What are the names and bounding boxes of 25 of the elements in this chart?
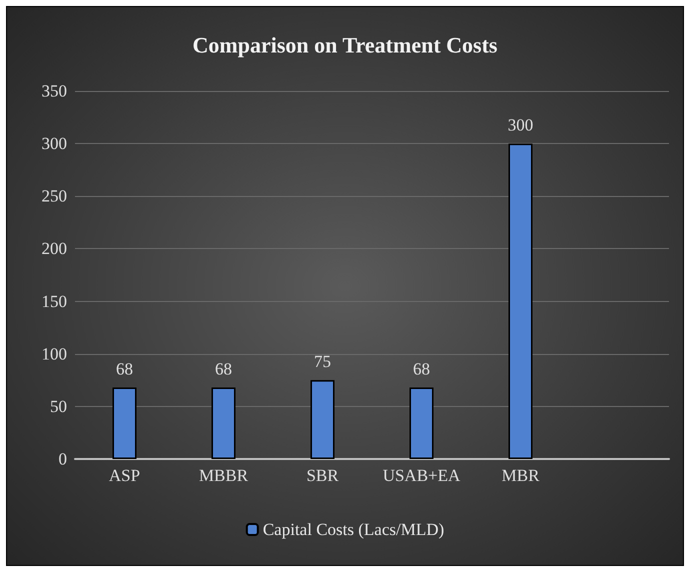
data-label: 75: [314, 352, 331, 372]
legend-label: Capital Costs (Lacs/MLD): [262, 520, 444, 539]
bar: [310, 380, 334, 459]
x-tick-label: USAB+EA: [382, 466, 462, 485]
x-tick-label: ASP: [108, 466, 140, 485]
y-tick-label: 0: [58, 450, 67, 468]
y-tick-label: 350: [42, 82, 67, 100]
bar: [212, 388, 236, 459]
data-label: 68: [116, 360, 133, 379]
y-tick-label: 250: [42, 186, 67, 206]
data-label: 68: [413, 360, 430, 379]
bar: [410, 388, 434, 459]
y-tick-label: 150: [42, 292, 67, 311]
data-label: 300: [508, 116, 534, 135]
bar: [112, 388, 136, 459]
chart-title: Comparison on Treatment Costs: [192, 32, 498, 58]
x-tick-label: MBR: [502, 466, 540, 485]
x-tick-label: MBBR: [198, 466, 249, 485]
y-tick-label: 100: [42, 344, 67, 364]
y-tick-label: 300: [42, 134, 67, 154]
x-tick-label: SBR: [306, 466, 340, 485]
bar: [508, 144, 532, 459]
data-label: 68: [215, 360, 232, 379]
y-tick-label: 200: [42, 239, 67, 258]
y-tick-label: 50: [50, 396, 67, 416]
